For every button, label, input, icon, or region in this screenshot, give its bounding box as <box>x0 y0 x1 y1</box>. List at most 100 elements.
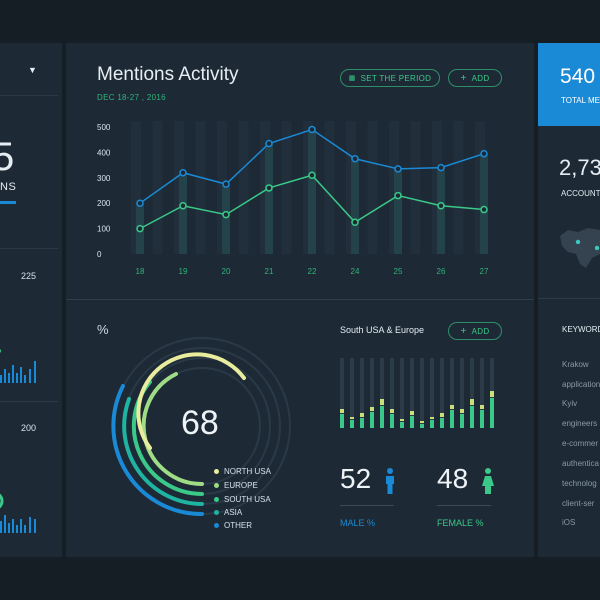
keyword-item[interactable]: client-ser <box>562 499 595 508</box>
left-chart1 <box>0 349 36 383</box>
chart-bar <box>265 142 273 254</box>
region-bar-track <box>370 358 374 428</box>
keyword-item[interactable]: iOS <box>562 518 576 527</box>
series-point-1 <box>351 155 359 163</box>
chart-bar <box>222 185 230 254</box>
legend-north-usa: NORTH USA <box>214 467 271 476</box>
region-bar-track <box>420 358 424 428</box>
region-bar-track <box>400 358 404 428</box>
region-bar-yellow <box>490 391 494 397</box>
region-bar-yellow <box>480 405 484 409</box>
region-bar-track <box>480 358 484 428</box>
series-point-1 <box>265 139 273 148</box>
accounts-value: 2,73 <box>559 155 600 180</box>
keyword-item[interactable]: e-commer <box>562 439 599 448</box>
chart-bar <box>351 157 359 254</box>
region-bar-yellow <box>470 399 474 405</box>
x-tick-label: 25 <box>394 267 403 276</box>
region-bar-track <box>380 358 384 428</box>
legend-south-usa: SOUTH USA <box>214 495 271 504</box>
region-bar-green <box>390 414 394 428</box>
region-bar-yellow <box>420 421 424 423</box>
x-tick-label: 24 <box>351 267 360 276</box>
series-point-2 <box>179 201 187 210</box>
region-bar-track <box>440 358 444 428</box>
keyword-item[interactable]: authentica <box>562 459 599 468</box>
series-point-2 <box>136 224 144 233</box>
series-point-1 <box>437 163 445 172</box>
world-map <box>560 228 600 268</box>
grid-icon: ▦ <box>348 75 356 82</box>
female-icon <box>482 468 494 494</box>
keyword-item[interactable]: Krakow <box>562 360 589 369</box>
left-underline <box>0 201 16 204</box>
region-bar-green <box>440 418 444 428</box>
male-icon <box>386 468 394 494</box>
mentions-title: Mentions Activity <box>97 64 239 85</box>
set-period-label: SET THE PERIOD <box>360 73 432 83</box>
region-bar-green <box>470 406 474 428</box>
region-bar-track <box>430 358 434 428</box>
region-bar-yellow <box>380 399 384 405</box>
x-tick-label: 20 <box>222 267 231 276</box>
region-bar-green <box>410 416 414 428</box>
series-point-1 <box>394 165 402 173</box>
y-tick-label: 500 <box>97 123 111 132</box>
right-panel <box>538 43 600 557</box>
mentions-chart: 0 100 200 300 400 500 18 19 20 21 22 24 25 26 27 <box>97 121 489 276</box>
percent-symbol: % <box>97 322 109 337</box>
center-divider <box>66 299 534 300</box>
legend-other: OTHER <box>214 521 252 530</box>
region-bar-green <box>350 420 354 428</box>
y-tick-label: 400 <box>97 148 111 157</box>
series-point-2 <box>308 171 316 180</box>
keyword-item[interactable]: technolog <box>562 479 597 488</box>
region-bar-track <box>340 358 344 428</box>
set-period-button[interactable]: ▦ SET THE PERIOD <box>340 69 440 87</box>
x-tick-label: 26 <box>437 267 446 276</box>
y-tick-label: 300 <box>97 174 111 183</box>
region-bar-track <box>360 358 364 428</box>
add-mentions-button[interactable]: + ADD <box>448 69 502 87</box>
y-tick-label: 100 <box>97 225 111 234</box>
region-bar-yellow <box>410 411 414 415</box>
radial-center-value: 68 <box>181 404 219 442</box>
region-bar-green <box>480 410 484 428</box>
region-bar-track <box>460 358 464 428</box>
add-region-button[interactable]: + ADD <box>448 322 502 340</box>
region-bar-green <box>460 414 464 428</box>
region-bar-green <box>360 418 364 428</box>
keyword-item[interactable]: Kyiv <box>562 399 578 408</box>
keywords-title: KEYWORD <box>562 325 600 334</box>
mentions-date-range: DEC 18-27 , 2016 <box>97 93 166 102</box>
region-bar-yellow <box>450 405 454 409</box>
male-value: 52 <box>340 463 372 494</box>
keyword-item[interactable]: application <box>562 380 600 389</box>
region-bar-track <box>410 358 414 428</box>
region-bar-yellow <box>360 413 364 417</box>
female-value: 48 <box>437 463 469 494</box>
region-bar-track <box>350 358 354 428</box>
caret-down-icon[interactable]: ▼ <box>28 65 37 75</box>
x-tick-label: 21 <box>265 267 274 276</box>
x-tick-label: 22 <box>308 267 317 276</box>
total-label: TOTAL ME <box>561 96 600 105</box>
plus-icon: + <box>460 72 467 84</box>
female-label: FEMALE % <box>437 518 484 528</box>
region-bar-green <box>490 398 494 428</box>
left-big-number: 5 <box>0 135 15 179</box>
total-card[interactable]: 540 TOTAL ME <box>538 43 600 126</box>
series-point-1 <box>136 199 144 207</box>
radial-chart <box>111 337 291 517</box>
chart-bar <box>308 127 316 254</box>
region-bar-green <box>420 424 424 428</box>
y-tick-label: 200 <box>97 199 111 208</box>
region-bar-yellow <box>400 419 404 421</box>
series-point-2 <box>480 205 488 214</box>
keyword-item[interactable]: engineers <box>562 419 598 428</box>
region-title: South USA & Europe <box>340 325 425 335</box>
accounts-label: ACCOUNT <box>561 189 600 198</box>
left-chart1-value: 225 <box>21 271 37 281</box>
chart-bar <box>394 170 402 254</box>
series-point-1 <box>480 149 488 158</box>
